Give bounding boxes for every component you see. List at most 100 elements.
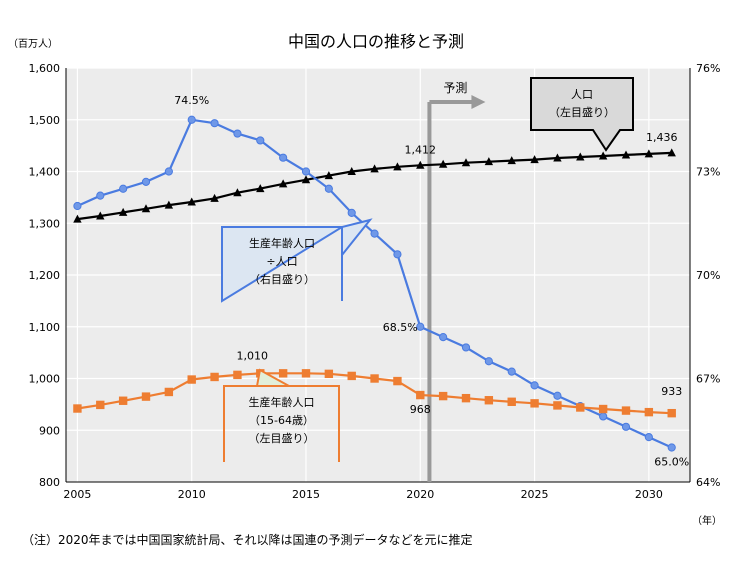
data-point: [507, 397, 516, 406]
data-point: [553, 391, 562, 400]
data-point: [461, 343, 471, 352]
data-point: [667, 443, 676, 452]
chart-title: 中国の人口の推移と予測: [288, 32, 464, 51]
data-point: [324, 184, 333, 193]
data-point: [119, 184, 128, 193]
data-label: 65.0%: [654, 456, 689, 469]
data-point: [393, 162, 402, 171]
data-point: [507, 156, 516, 165]
y-left-tick-label: 800: [39, 476, 60, 489]
data-point: [621, 422, 631, 431]
data-point: [347, 208, 356, 217]
y-right-tick-label: 70%: [696, 269, 720, 282]
data-point: [599, 412, 608, 421]
data-label: 968: [410, 403, 431, 416]
data-label: 1,010: [237, 349, 269, 362]
x-tick-label: 2025: [521, 488, 549, 501]
data-point: [530, 155, 539, 164]
data-point: [256, 136, 265, 145]
callout-ratio-text: ÷人口: [266, 255, 297, 268]
data-point: [187, 197, 196, 206]
data-point: [644, 433, 653, 442]
data-point: [73, 201, 82, 211]
data-label: 74.5%: [174, 94, 209, 107]
y-left-tick-label: 1,300: [29, 217, 61, 230]
x-tick-label: 2010: [178, 488, 206, 501]
data-point: [553, 401, 562, 410]
data-point: [530, 381, 539, 390]
data-point: [644, 407, 654, 417]
data-point: [279, 153, 288, 162]
data-point: [187, 115, 196, 124]
x-tick-label: 2030: [635, 488, 663, 501]
data-point: [484, 357, 493, 366]
data-point: [667, 148, 676, 157]
data-point: [553, 153, 562, 162]
data-point: [324, 171, 334, 180]
data-point: [347, 371, 356, 381]
data-point: [324, 369, 334, 379]
data-point: [416, 390, 425, 400]
data-point: [438, 159, 448, 168]
y-left-tick-label: 1,500: [29, 114, 61, 127]
x-tick-label: 2015: [292, 488, 320, 501]
y-left-tick-label: 1,600: [29, 62, 61, 75]
data-point: [73, 404, 82, 413]
data-point: [598, 151, 608, 160]
forecast-arrowhead: [471, 95, 486, 109]
callout-population-text: （左目盛り）: [549, 105, 615, 119]
y-left-tick-label: 1,000: [29, 373, 61, 386]
data-point: [416, 322, 425, 331]
data-point: [301, 175, 311, 184]
data-point: [301, 167, 311, 176]
data-point: [187, 375, 196, 384]
callout-ratio-text: 生産年齢人口: [249, 236, 315, 250]
data-point: [96, 211, 105, 220]
y-left-tick-label: 1,400: [29, 166, 61, 179]
x-unit: （年）: [692, 514, 722, 527]
data-point: [393, 250, 402, 259]
data-point: [530, 399, 539, 408]
data-point: [484, 157, 494, 166]
y-left-tick-label: 1,100: [29, 321, 61, 334]
data-point: [233, 188, 242, 197]
data-point: [621, 406, 631, 415]
data-label: 933: [661, 385, 682, 398]
data-point: [370, 374, 379, 383]
data-point: [393, 376, 402, 386]
y-right-tick-label: 64%: [696, 476, 720, 489]
x-tick-label: 2005: [63, 488, 91, 501]
y-right-tick-label: 67%: [696, 373, 720, 386]
data-label: 1,436: [646, 131, 678, 144]
data-point: [621, 150, 631, 159]
data-label: 68.5%: [383, 321, 418, 334]
x-tick-label: 2020: [406, 488, 434, 501]
callout-ratio-text: （右目盛り）: [249, 272, 315, 286]
callout-working-age-text: （左目盛り）: [249, 431, 315, 445]
data-point: [210, 372, 219, 382]
data-point: [347, 167, 356, 175]
data-point: [233, 129, 242, 138]
data-point: [233, 370, 242, 380]
data-point: [141, 392, 151, 401]
data-point: [461, 393, 471, 403]
data-point: [164, 387, 174, 397]
data-point: [278, 369, 288, 378]
data-point: [576, 403, 585, 412]
data-point: [416, 160, 425, 169]
data-point: [370, 229, 379, 238]
callout-working-age-text: 生産年齢人口: [249, 395, 315, 409]
forecast-label: 予測: [443, 81, 467, 95]
footnote: （注）2020年までは中国国家統計局、それ以降は国連の予測データなどを元に推定: [22, 532, 473, 547]
data-point: [461, 158, 471, 167]
data-point: [118, 396, 128, 405]
y-left-tick-label: 1,200: [29, 269, 61, 282]
data-point: [438, 391, 448, 401]
data-point: [96, 191, 105, 200]
data-point: [118, 207, 128, 216]
data-point: [96, 400, 105, 410]
data-point: [507, 367, 516, 376]
data-point: [141, 204, 151, 213]
